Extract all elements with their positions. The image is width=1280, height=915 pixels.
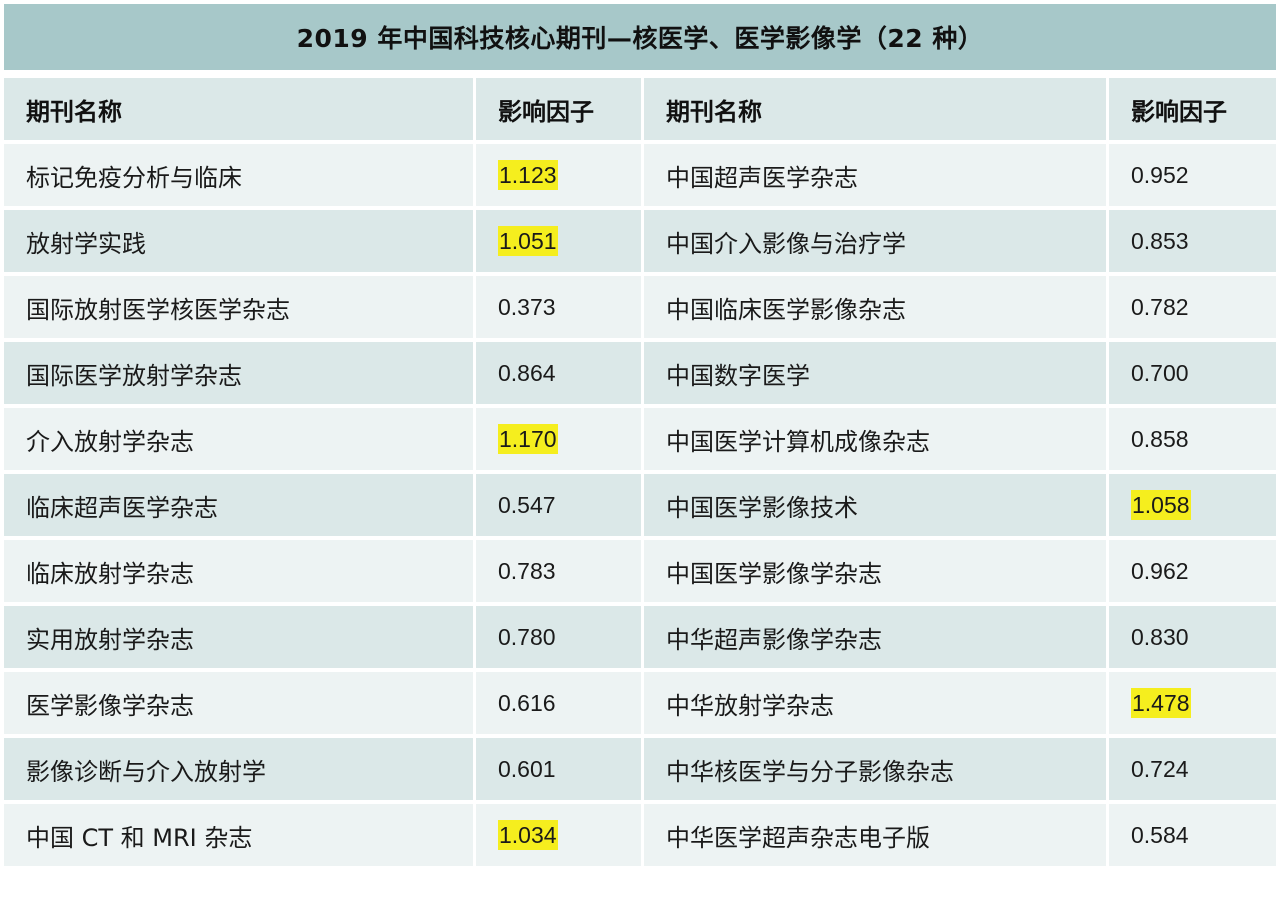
header-impact-factor-right: 影响因子 [1109,78,1276,144]
page-title: 2019 年中国科技核心期刊—核医学、医学影像学（22 种） [4,4,1276,70]
journal-name-right: 中华放射学杂志 [644,672,1109,738]
header-journal-name-left: 期刊名称 [4,78,476,144]
impact-factor-cell-left: 0.864 [476,342,644,408]
journal-name-left: 国际医学放射学杂志 [4,342,476,408]
impact-factor-value: 0.547 [498,491,556,518]
header-journal-name-right: 期刊名称 [644,78,1109,144]
journal-name-right: 中华医学超声杂志电子版 [644,804,1109,870]
impact-factor-cell-right: 0.853 [1109,210,1276,276]
journal-name-right: 中国临床医学影像杂志 [644,276,1109,342]
impact-factor-value: 0.584 [1131,821,1189,848]
impact-factor-cell-right: 0.782 [1109,276,1276,342]
impact-factor-value: 0.782 [1131,293,1189,320]
impact-factor-cell-left: 0.373 [476,276,644,342]
impact-factor-cell-right: 0.724 [1109,738,1276,804]
header-impact-factor-left: 影响因子 [476,78,644,144]
journal-name-right: 中华核医学与分子影像杂志 [644,738,1109,804]
table-row: 标记免疫分析与临床 1.123 中国超声医学杂志 0.952 [4,144,1276,210]
impact-factor-value: 0.783 [498,557,556,584]
impact-factor-value: 0.858 [1131,425,1189,452]
table-row: 影像诊断与介入放射学 0.601 中华核医学与分子影像杂志 0.724 [4,738,1276,804]
impact-factor-cell-left: 0.780 [476,606,644,672]
journal-name-left: 国际放射医学核医学杂志 [4,276,476,342]
table-frame: 2019 年中国科技核心期刊—核医学、医学影像学（22 种） 期刊名称 影响因子… [4,4,1276,908]
impact-factor-cell-right: 0.858 [1109,408,1276,474]
journal-name-left: 中国 CT 和 MRI 杂志 [4,804,476,870]
impact-factor-value: 1.170 [498,423,558,454]
journal-name-left: 标记免疫分析与临床 [4,144,476,210]
impact-factor-value: 1.478 [1131,687,1191,718]
journal-name-left: 临床放射学杂志 [4,540,476,606]
impact-factor-cell-left: 1.170 [476,408,644,474]
journal-name-right: 中国医学计算机成像杂志 [644,408,1109,474]
table-header-row: 期刊名称 影响因子 期刊名称 影响因子 [4,78,1276,144]
impact-factor-value: 1.058 [1131,489,1191,520]
table-body: 标记免疫分析与临床 1.123 中国超声医学杂志 0.952 放射学实践 1.051 中国介… [4,144,1276,870]
impact-factor-cell-left: 1.034 [476,804,644,870]
impact-factor-cell-right: 0.952 [1109,144,1276,210]
impact-factor-value: 0.700 [1131,359,1189,386]
journal-name-right: 中国医学影像学杂志 [644,540,1109,606]
impact-factor-value: 0.616 [498,689,556,716]
table-row: 临床超声医学杂志 0.547 中国医学影像技术 1.058 [4,474,1276,540]
impact-factor-cell-right: 1.478 [1109,672,1276,738]
impact-factor-cell-left: 0.783 [476,540,644,606]
impact-factor-value: 0.962 [1131,557,1189,584]
impact-factor-cell-right: 0.584 [1109,804,1276,870]
table-row: 国际放射医学核医学杂志 0.373 中国临床医学影像杂志 0.782 [4,276,1276,342]
journal-name-left: 放射学实践 [4,210,476,276]
impact-factor-value: 1.123 [498,159,558,190]
impact-factor-cell-left: 1.123 [476,144,644,210]
impact-factor-cell-right: 0.700 [1109,342,1276,408]
journal-name-left: 临床超声医学杂志 [4,474,476,540]
impact-factor-value: 1.034 [498,819,558,850]
table-row: 实用放射学杂志 0.780 中华超声影像学杂志 0.830 [4,606,1276,672]
journal-name-left: 实用放射学杂志 [4,606,476,672]
journal-impact-table: 期刊名称 影响因子 期刊名称 影响因子 标记免疫分析与临床 1.123 中国超声医学… [4,78,1276,870]
table-row: 临床放射学杂志 0.783 中国医学影像学杂志 0.962 [4,540,1276,606]
impact-factor-cell-right: 1.058 [1109,474,1276,540]
journal-name-right: 中国数字医学 [644,342,1109,408]
impact-factor-cell-left: 0.616 [476,672,644,738]
impact-factor-cell-left: 0.547 [476,474,644,540]
journal-name-right: 中国介入影像与治疗学 [644,210,1109,276]
impact-factor-value: 0.853 [1131,227,1189,254]
impact-factor-cell-right: 0.830 [1109,606,1276,672]
impact-factor-cell-right: 0.962 [1109,540,1276,606]
impact-factor-cell-left: 1.051 [476,210,644,276]
journal-name-left: 医学影像学杂志 [4,672,476,738]
impact-factor-value: 1.051 [498,225,558,256]
journal-name-right: 中国医学影像技术 [644,474,1109,540]
impact-factor-value: 0.373 [498,293,556,320]
journal-name-right: 中华超声影像学杂志 [644,606,1109,672]
impact-factor-value: 0.830 [1131,623,1189,650]
journal-name-left: 影像诊断与介入放射学 [4,738,476,804]
table-row: 中国 CT 和 MRI 杂志 1.034 中华医学超声杂志电子版 0.584 [4,804,1276,870]
impact-factor-value: 0.724 [1131,755,1189,782]
journal-name-left: 介入放射学杂志 [4,408,476,474]
impact-factor-cell-left: 0.601 [476,738,644,804]
table-row: 国际医学放射学杂志 0.864 中国数字医学 0.700 [4,342,1276,408]
impact-factor-value: 0.780 [498,623,556,650]
impact-factor-value: 0.864 [498,359,556,386]
impact-factor-value: 0.952 [1131,161,1189,188]
impact-factor-value: 0.601 [498,755,556,782]
table-row: 放射学实践 1.051 中国介入影像与治疗学 0.853 [4,210,1276,276]
journal-name-right: 中国超声医学杂志 [644,144,1109,210]
table-row: 医学影像学杂志 0.616 中华放射学杂志 1.478 [4,672,1276,738]
table-row: 介入放射学杂志 1.170 中国医学计算机成像杂志 0.858 [4,408,1276,474]
